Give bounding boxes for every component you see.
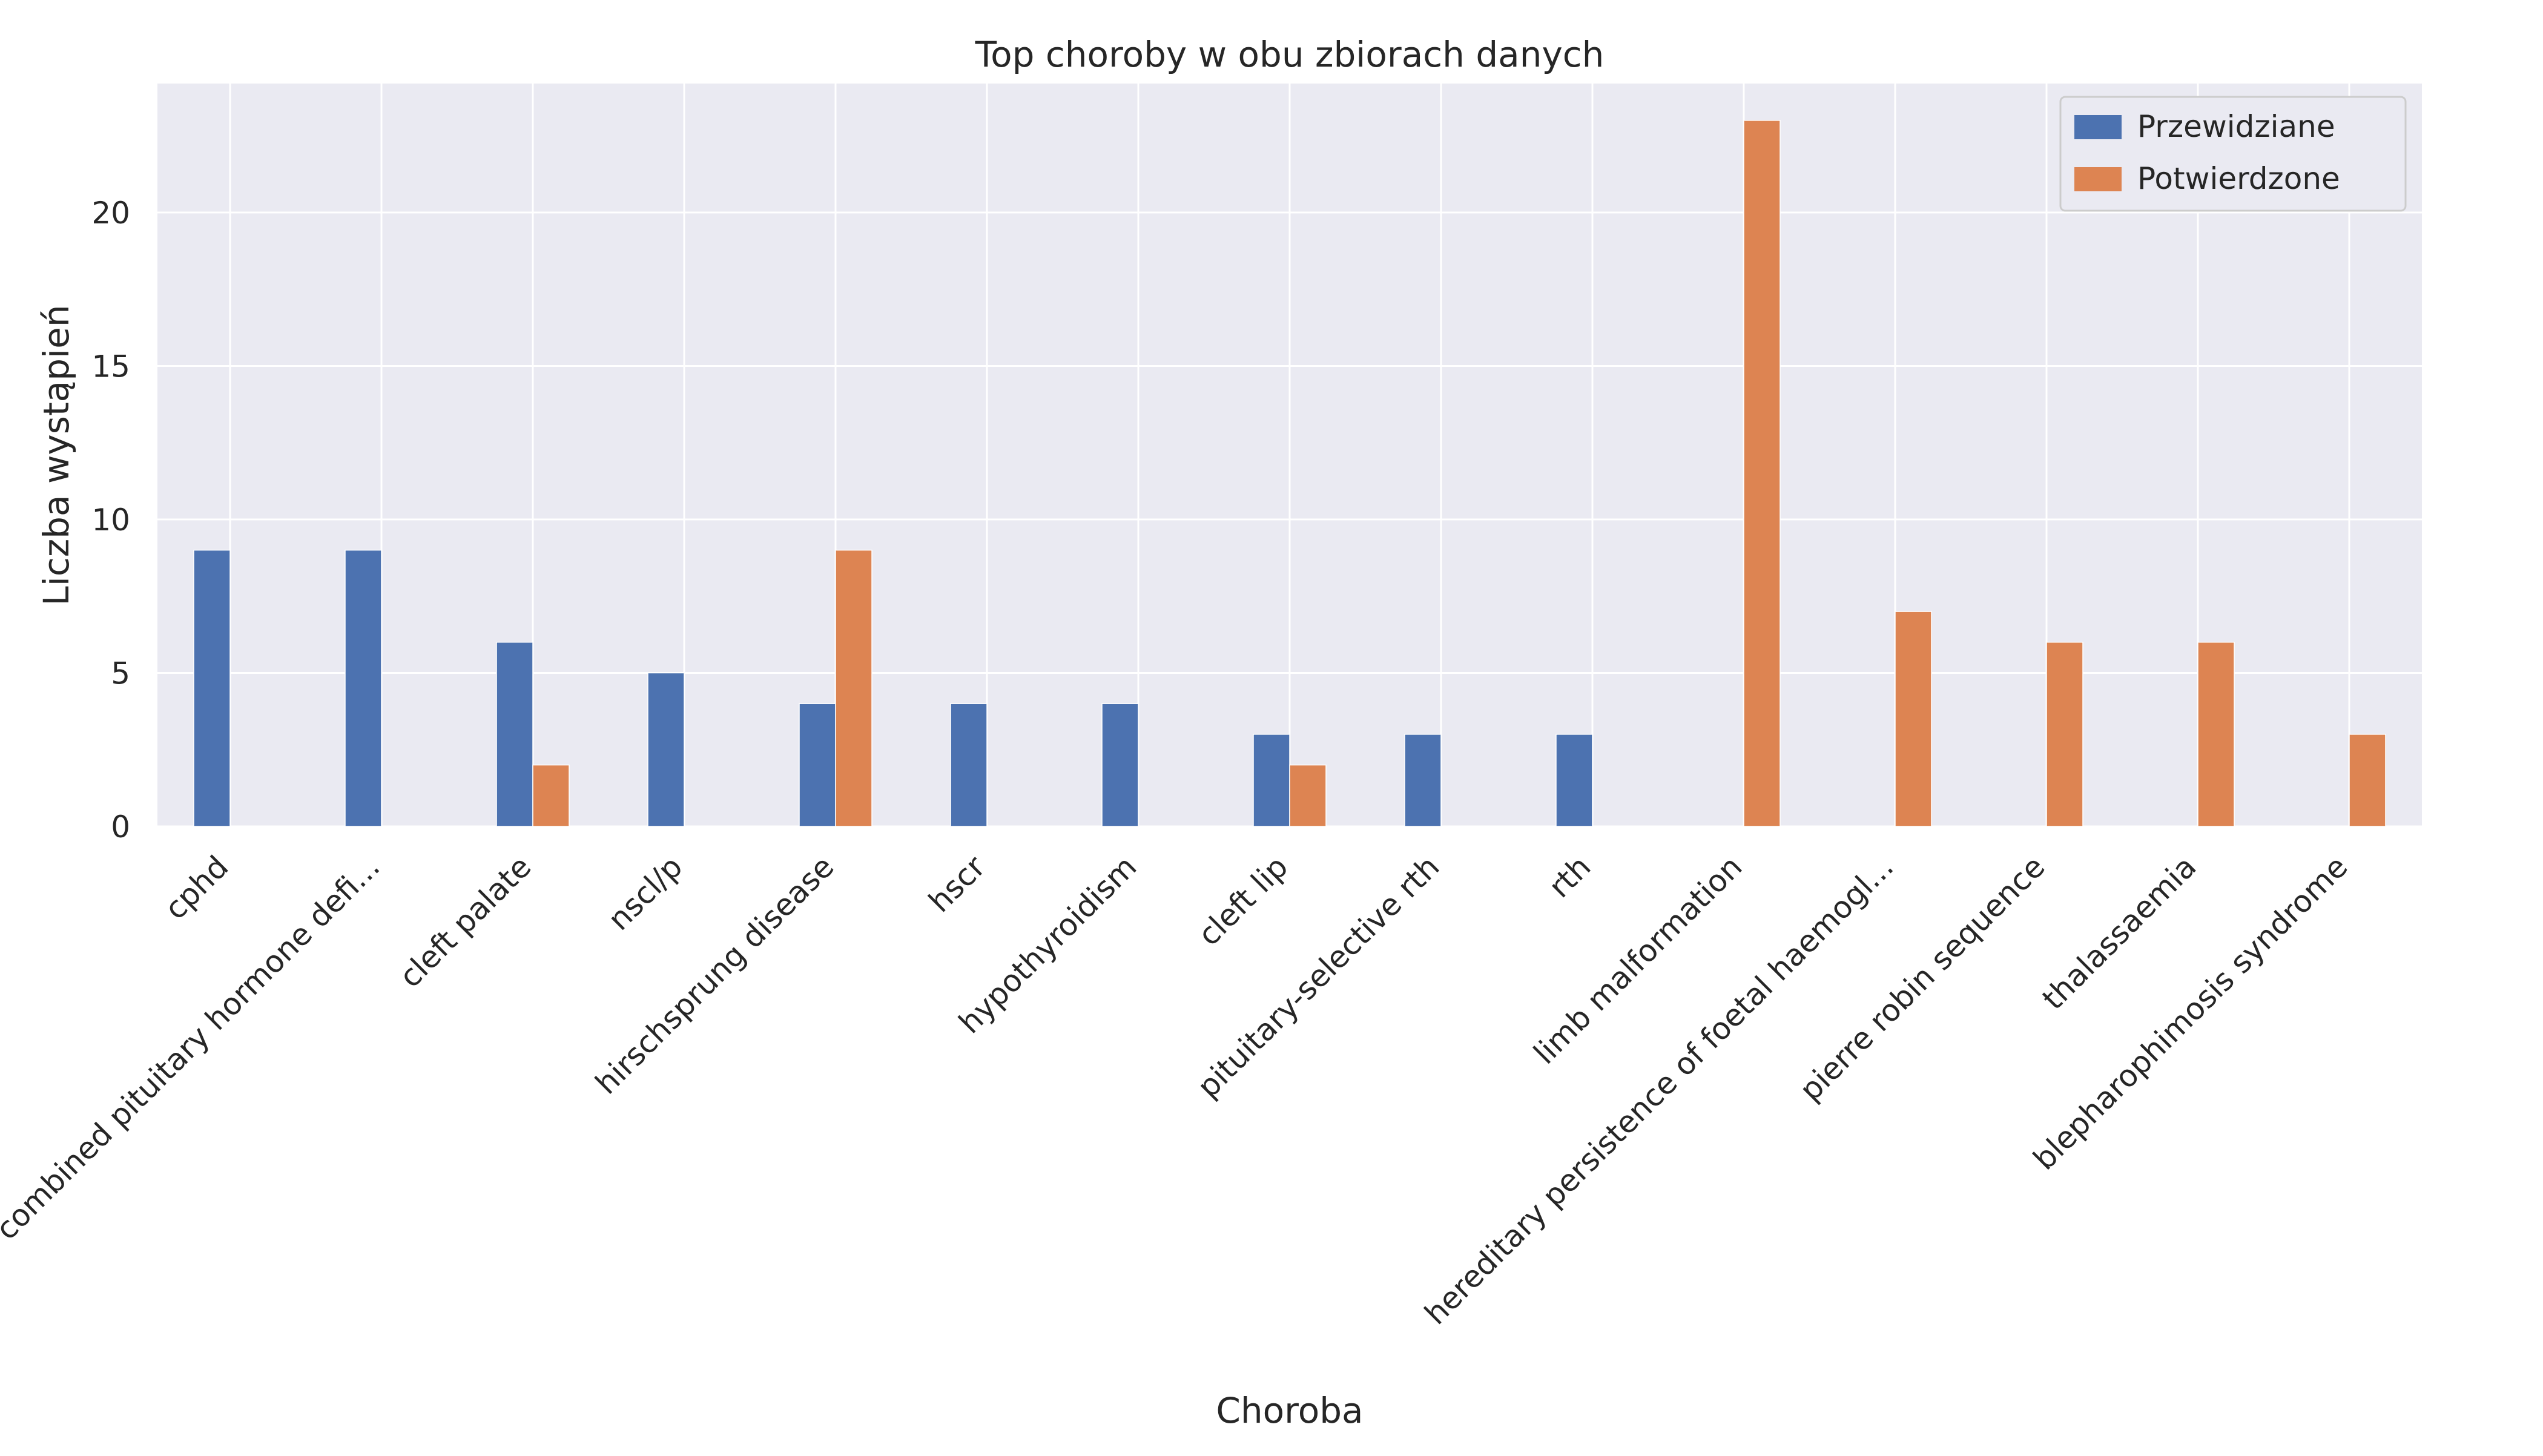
bar-confirmed <box>2046 642 2083 827</box>
x-tick-label: hscr <box>922 849 992 919</box>
y-tick-label: 5 <box>111 656 130 691</box>
x-tick-label: nscl/p <box>601 849 689 937</box>
bar-confirmed <box>1895 611 1932 827</box>
bar-predicted <box>496 642 533 827</box>
bar-predicted <box>1253 734 1290 827</box>
bar-predicted <box>799 703 836 827</box>
bar-predicted <box>345 549 382 827</box>
grid <box>157 84 2422 828</box>
y-tick-label: 10 <box>91 502 130 538</box>
y-tick-label: 20 <box>91 196 130 231</box>
x-axis-title: Choroba <box>1216 1390 1363 1431</box>
legend-label-predicted: Przewidziane <box>2137 109 2335 144</box>
legend: Przewidziane Potwierdzone <box>2059 96 2407 212</box>
chart-title: Top choroby w obu zbiorach danych <box>975 34 1605 75</box>
bar-confirmed <box>2349 734 2386 827</box>
legend-box <box>2059 96 2407 212</box>
bar-confirmed <box>835 549 872 827</box>
legend-swatch-predicted <box>2074 115 2122 139</box>
bars <box>193 120 2386 827</box>
legend-label-confirmed: Potwierdzone <box>2137 161 2340 196</box>
x-tick-label: pituitary-selective rth <box>1190 849 1446 1104</box>
y-tick-label: 15 <box>91 349 130 384</box>
x-tick-label: familial combined pituitary hormone defi… <box>0 849 386 1332</box>
x-tick-label: thalassaemia <box>2036 849 2203 1016</box>
y-tick-label: 0 <box>111 809 130 845</box>
bar-predicted <box>647 672 685 827</box>
x-tick-label: rth <box>1542 849 1598 904</box>
bar-confirmed <box>1743 120 1781 827</box>
bar-predicted <box>1555 734 1593 827</box>
x-tick-label: blepharophimosis syndrome <box>2027 849 2354 1176</box>
x-tick-label: cphd <box>158 849 236 926</box>
bar-confirmed <box>1289 764 1327 827</box>
x-tick-label: cleft palate <box>392 849 538 994</box>
bar-predicted <box>1101 703 1139 827</box>
y-axis-title: Liczba wystąpień <box>36 305 77 605</box>
y-axis-ticks: 0 5 10 15 20 <box>91 196 130 845</box>
x-tick-label: pierre robin sequence <box>1793 849 2051 1107</box>
x-tick-label: cleft lip <box>1191 849 1295 952</box>
bar-predicted <box>1404 734 1442 827</box>
bar-confirmed <box>532 764 570 827</box>
bar-confirmed <box>2197 642 2235 827</box>
bar-predicted <box>193 549 231 827</box>
bar-predicted <box>950 703 988 827</box>
legend-swatch-confirmed <box>2074 167 2122 191</box>
